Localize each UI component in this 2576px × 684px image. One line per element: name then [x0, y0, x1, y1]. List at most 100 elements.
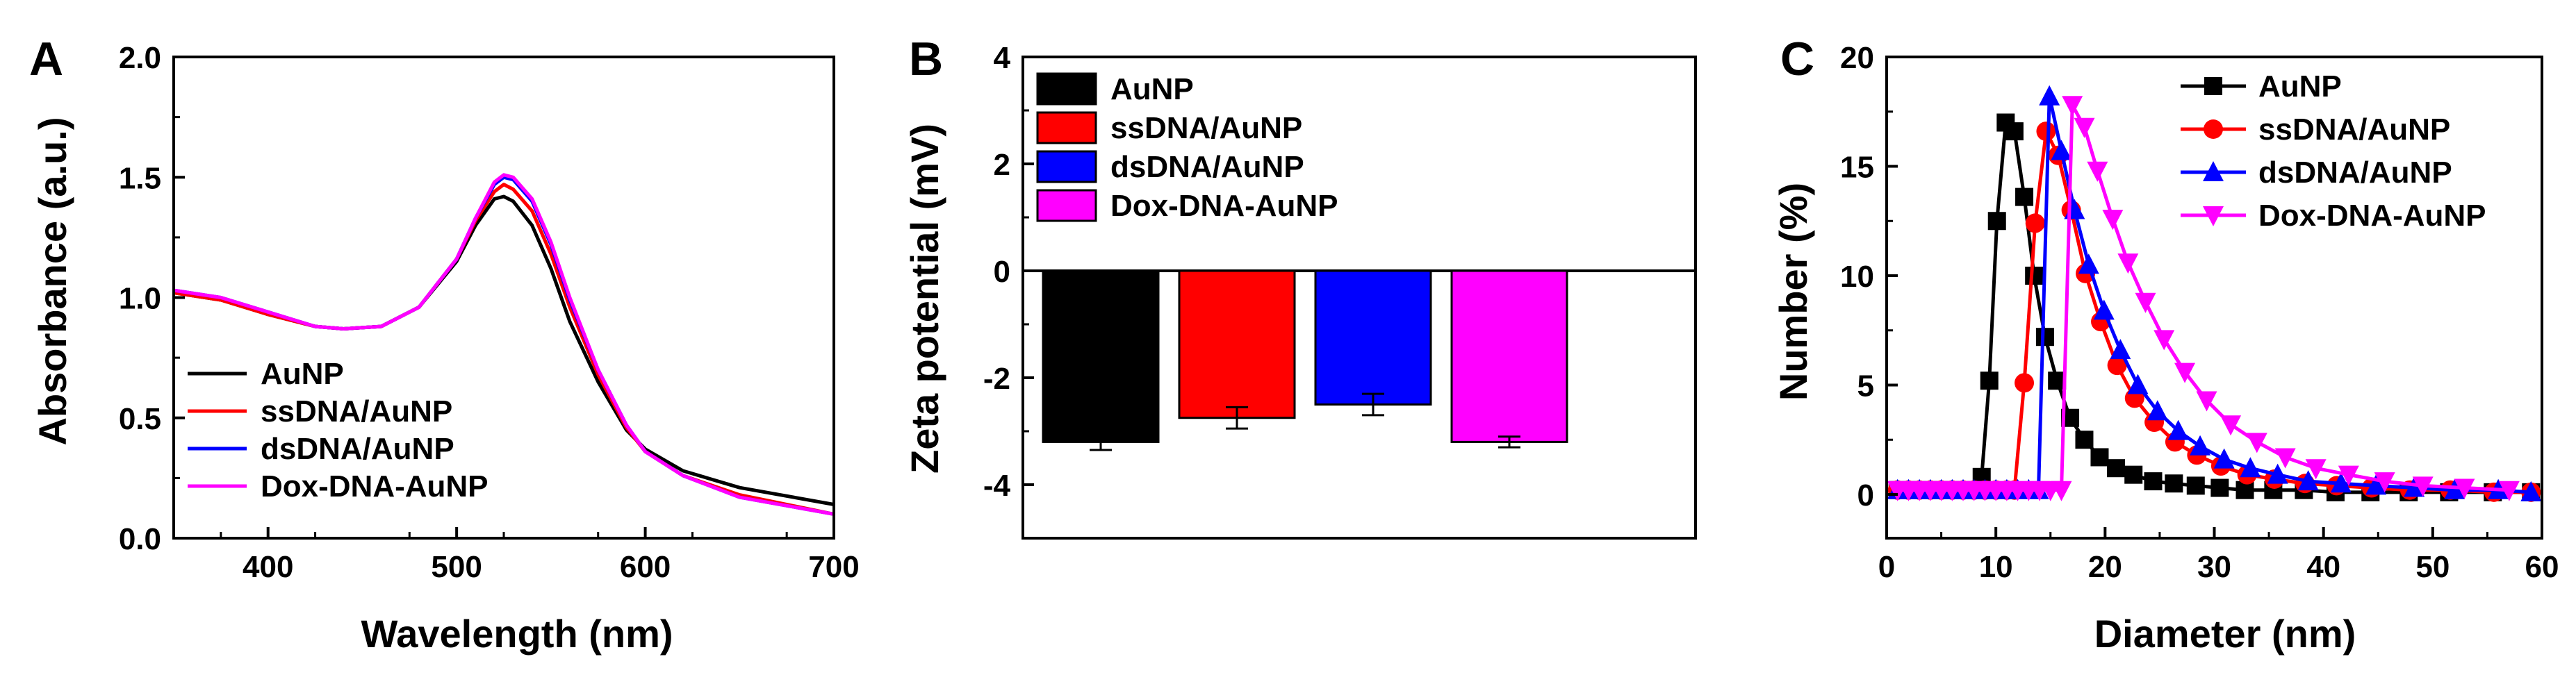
- panel-b-legend-label-ssdna-aunp: ssDNA/AuNP: [1110, 111, 1302, 145]
- panel-c-point-dox-dna-aunp: [2274, 448, 2296, 469]
- panel-c-y-tick-label: 15: [1840, 151, 1874, 185]
- panel-b-legend: AuNP ssDNA/AuNP dsDNA/AuNP Dox-DNA-AuNP: [1036, 72, 1338, 223]
- panel-a-letter: A: [29, 33, 63, 85]
- panel-c-point-dox-dna-aunp: [2498, 481, 2520, 501]
- panel-c-y-tick-label: 0: [1857, 478, 1874, 512]
- panel-c-point-dsdna-aunp: [2213, 448, 2235, 469]
- panel-c-y-axis-title: Number (%): [1771, 183, 1815, 401]
- panel-b-y-tick-label: 4: [994, 41, 1011, 75]
- panel-c-point-aunp: [2090, 448, 2109, 467]
- panel-c-point-aunp: [2107, 459, 2126, 478]
- panel-c-point-aunp: [2210, 478, 2229, 497]
- panel-c-point-dsdna-aunp: [2240, 457, 2261, 478]
- panel-c-point-dox-dna-aunp: [2117, 253, 2139, 274]
- panel-c-x-tick-label: 50: [2415, 550, 2450, 584]
- panel-b-legend-label-dox-dna-aunp: Dox-DNA-AuNP: [1110, 189, 1338, 223]
- panel-c-point-dsdna-aunp: [2039, 85, 2060, 106]
- panel-c-point-dsdna-aunp: [2297, 470, 2319, 491]
- panel-c-point-dsdna-aunp: [2267, 463, 2288, 484]
- panel-c-legend-label-ssdna-aunp: ssDNA/AuNP: [2258, 112, 2450, 147]
- panel-c-point-dsdna-aunp: [2078, 253, 2099, 274]
- panel-c-point-dsdna-aunp: [2110, 339, 2131, 360]
- panel-b-legend-label-dsdna-aunp: dsDNA/AuNP: [1110, 150, 1304, 184]
- panel-a-legend-label-dox-dna-aunp: Dox-DNA-AuNP: [261, 469, 489, 503]
- panel-b-legend-swatch-ssdna-aunp: [1036, 111, 1097, 144]
- panel-c-point-ssdna-aunp: [2025, 213, 2045, 233]
- panel-b-y-tick-label: 2: [994, 148, 1010, 182]
- panel-c-point-dox-dna-aunp: [2102, 210, 2124, 231]
- panel-c-y-tick-label: 10: [1840, 260, 1874, 294]
- panel-c-point-dox-dna-aunp: [2135, 292, 2156, 313]
- panel-c-point-aunp: [2015, 187, 2034, 206]
- panel-a-x-tick-label: 500: [431, 550, 482, 584]
- panel-c-point-aunp: [2165, 474, 2183, 493]
- panel-c-point-aunp: [2035, 328, 2054, 347]
- panel-c-y-tick-label: 5: [1857, 369, 1874, 403]
- panel-c-point-dox-dna-aunp: [2153, 330, 2175, 351]
- panel-c-point-aunp: [2005, 122, 2024, 141]
- panel-c-x-tick-label: 20: [2088, 550, 2122, 584]
- panel-c-y-tick-label: 20: [1840, 41, 1874, 75]
- panel-b-bar-dox-dna-aunp: [1450, 269, 1568, 443]
- panel-c-point-dsdna-aunp: [2404, 476, 2425, 497]
- panel-c-legend-marker-dox-dna-aunp: [2203, 206, 2224, 226]
- panel-a-x-tick-label: 600: [620, 550, 671, 584]
- panel-a-y-tick-label: 1.0: [119, 282, 161, 316]
- panel-c-series-dox-dna-aunp: [1887, 96, 2520, 501]
- panel-b-bar-ssdna-aunp: [1178, 269, 1296, 419]
- panel-c-point-dox-dna-aunp: [2305, 459, 2327, 480]
- panel-a-y-tick-label: 0.0: [119, 522, 161, 556]
- panel-c-legend-marker-ssdna-aunp: [2204, 119, 2223, 139]
- panel-c-point-aunp: [2025, 267, 2044, 285]
- panel-c-point-aunp: [2075, 431, 2094, 449]
- panel-c-x-tick-label: 60: [2525, 550, 2559, 584]
- panel-c-point-dox-dna-aunp: [2338, 465, 2359, 486]
- panel-c-point-dsdna-aunp: [2147, 400, 2168, 421]
- panel-b-legend-label-aunp: AuNP: [1110, 72, 1194, 106]
- panel-a-legend-label-dsdna-aunp: dsDNA/AuNP: [261, 432, 454, 466]
- panel-c-point-dox-dna-aunp: [2196, 391, 2217, 412]
- panel-b-y-tick-label: -4: [983, 469, 1011, 503]
- panel-c-point-aunp: [2144, 472, 2163, 491]
- panel-a-plot-frame: [172, 56, 835, 540]
- panel-c-point-ssdna-aunp: [2015, 373, 2035, 393]
- panel-b-y-tick-label: -2: [983, 362, 1010, 396]
- panel-c-x-tick-label: 30: [2197, 550, 2231, 584]
- panel-a-y-axis-title: Absorbance (a.u.): [31, 117, 74, 446]
- panel-a-legend-label-aunp: AuNP: [261, 357, 344, 391]
- panel-c-point-dox-dna-aunp: [2062, 96, 2083, 117]
- panel-a-series-dox-dna-aunp: [173, 173, 835, 516]
- panel-c-legend-label-dsdna-aunp: dsDNA/AuNP: [2258, 156, 2452, 190]
- panel-c-point-dox-dna-aunp: [2220, 415, 2242, 436]
- panel-c-point-dox-dna-aunp: [2412, 476, 2434, 497]
- panel-c-point-dsdna-aunp: [2520, 481, 2542, 501]
- panel-c-point-dox-dna-aunp: [2454, 478, 2475, 499]
- panel-c-x-tick-label: 0: [1878, 550, 1895, 584]
- panel-c-point-dox-dna-aunp: [2087, 161, 2108, 182]
- panel-b-y-tick-label: 0: [994, 255, 1010, 289]
- panel-c-point-ssdna-aunp: [2036, 122, 2056, 142]
- panel-a-x-tick-label: 400: [243, 550, 293, 584]
- panel-c-point-dox-dna-aunp: [2174, 362, 2196, 383]
- panel-c-legend-marker-aunp: [2204, 77, 2222, 95]
- panel-c-point-aunp: [1987, 212, 2006, 231]
- panel-b-bar-aunp: [1042, 269, 1160, 443]
- panel-a-x-axis-title: Wavelength (nm): [361, 612, 673, 656]
- panel-b-letter: B: [909, 33, 943, 85]
- panel-a-y-tick-label: 0.5: [119, 402, 161, 436]
- panel-a-chart: A Absorbance (a.u.) Wavelength (nm) AuNP…: [29, 33, 860, 656]
- panel-c-legend: AuNP ssDNA/AuNP dsDNA/AuNP Dox-DNA-AuNP: [2181, 69, 2486, 233]
- panel-c-x-tick-label: 10: [1979, 550, 2013, 584]
- panel-b-error-bar-dox-dna-aunp: [1498, 435, 1520, 449]
- panel-c-point-dsdna-aunp: [2051, 140, 2072, 160]
- panel-c-point-dsdna-aunp: [2167, 419, 2189, 440]
- panel-a-y-tick-label: 1.5: [119, 161, 161, 195]
- panel-c-point-dox-dna-aunp: [2051, 481, 2072, 501]
- panel-c-chart: C Number (%) Diameter (nm) AuNP ssDNA/AuN…: [1771, 33, 2559, 656]
- panel-c-point-aunp: [1980, 372, 1999, 390]
- panel-c-point-dox-dna-aunp: [2246, 433, 2267, 453]
- panel-b-legend-swatch-dsdna-aunp: [1036, 150, 1097, 183]
- panel-c-point-aunp: [2186, 476, 2205, 495]
